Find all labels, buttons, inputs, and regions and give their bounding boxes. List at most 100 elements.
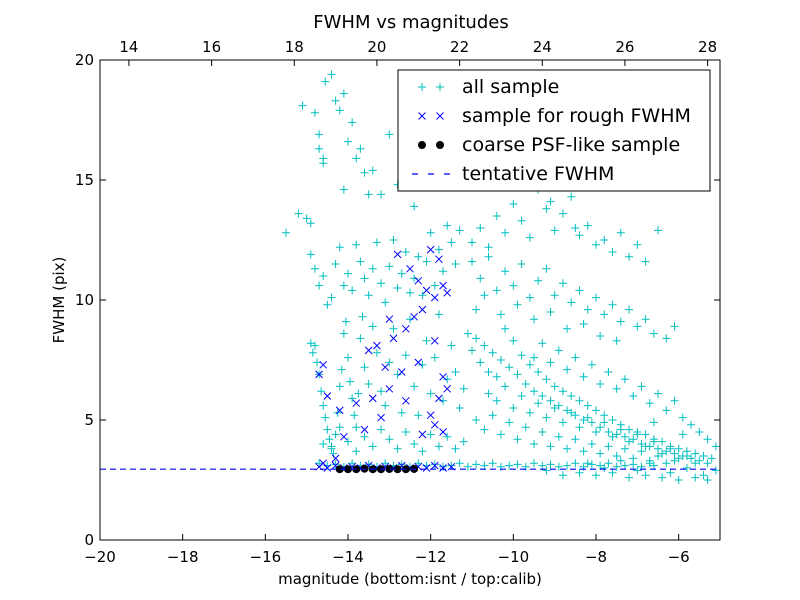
point-plus-88 [354,389,363,398]
point-plus-339 [596,449,605,458]
legend-entry-rough-fwhm: sample for rough FWHM [418,105,691,127]
point-x-1 [406,264,414,273]
point-plus-337 [579,447,588,456]
point-plus-165 [571,459,580,468]
point-plus-31 [319,272,328,280]
point-plus-262 [563,406,572,415]
point-plus-199 [546,197,555,206]
point-plus-334 [554,432,563,441]
top-tick-label: 14 [119,38,138,56]
point-plus-98 [389,324,398,333]
point-x-2 [414,276,423,285]
top-tick-label: 28 [698,38,717,56]
x-axis-label: magnitude (bottom:isnt / top:calib) [278,570,542,588]
point-plus-91 [360,363,369,372]
point-plus-228 [472,305,481,314]
point-plus-53 [410,274,419,283]
point-plus-390 [592,471,600,480]
point-plus-355 [579,372,588,381]
point-plus-24 [339,185,348,194]
point-plus-288 [670,449,679,458]
point-x-55 [439,464,447,472]
point-plus-367 [678,413,687,422]
point-plus-304 [534,399,543,408]
point-plus-178 [492,212,501,220]
point-plus-121 [360,432,369,441]
point-plus-241 [476,358,485,367]
point-plus-343 [629,454,638,463]
point-plus-89 [356,334,365,343]
point-plus-33 [327,293,336,302]
y-tick-label: 10 [75,291,94,309]
point-plus-25 [319,159,328,168]
point-plus-186 [558,209,567,218]
point-plus-208 [509,281,518,290]
point-plus-309 [575,423,584,432]
point-plus-150 [447,461,456,470]
point-plus-393 [542,466,551,475]
point-plus-377 [633,466,642,475]
point-plus-126 [401,428,410,436]
point-plus-369 [695,428,704,436]
legend-label-tentative-fwhm: tentative FWHM [462,163,614,185]
point-plus-109 [434,310,443,319]
point-plus-256 [538,392,547,400]
y-tick-label: 15 [75,171,94,189]
point-plus-364 [654,389,662,398]
point-plus-99 [393,370,402,379]
x-tick-label: −12 [415,548,447,566]
point-plus-299 [492,396,501,405]
point-plus-217 [583,305,592,314]
point-plus-319 [658,449,667,458]
point-plus-218 [592,293,600,302]
point-plus-253 [525,360,534,369]
point-plus-232 [530,315,538,324]
point-plus-330 [521,423,530,432]
point-plus-346 [654,452,662,460]
point-plus-238 [463,329,472,338]
point-plus-321 [674,454,683,463]
point-x-13 [389,334,398,343]
point-plus-229 [480,291,489,300]
point-plus-63 [451,260,460,268]
point-plus-13 [339,89,348,98]
point-plus-251 [517,351,526,360]
point-plus-247 [501,324,510,333]
y-tick-label: 0 [84,531,94,549]
point-plus-245 [492,372,501,381]
point-plus-280 [637,440,646,448]
point-plus-221 [616,317,625,326]
point-plus-303 [525,408,534,417]
point-plus-152 [463,462,472,471]
point-plus-302 [517,392,526,400]
point-plus-215 [567,298,576,307]
point-x-12 [385,315,394,324]
point-plus-349 [530,353,538,362]
legend-entry-all-sample: all sample [418,76,559,98]
point-plus-387 [641,471,650,480]
point-x-29 [368,394,377,403]
point-plus-56 [422,257,431,266]
x-tick-label: −10 [498,548,530,566]
point-plus-11 [331,96,340,105]
point-plus-185 [550,226,559,235]
point-plus-292 [687,454,696,463]
point-plus-64 [455,226,464,235]
point-plus-116 [319,440,328,448]
point-plus-93 [368,322,377,331]
point-plus-146 [414,459,423,468]
point-plus-388 [625,473,634,482]
point-plus-243 [484,368,493,376]
point-x-26 [418,430,427,439]
y-tick-label: 5 [84,411,94,429]
point-plus-117 [327,444,336,453]
point-plus-385 [674,476,683,484]
point-plus-74 [325,435,334,444]
point-plus-182 [525,233,534,242]
point-plus-131 [443,432,452,441]
point-plus-34 [331,260,340,268]
point-plus-358 [604,368,613,376]
point-x-32 [323,392,332,400]
point-plus-313 [608,432,617,441]
